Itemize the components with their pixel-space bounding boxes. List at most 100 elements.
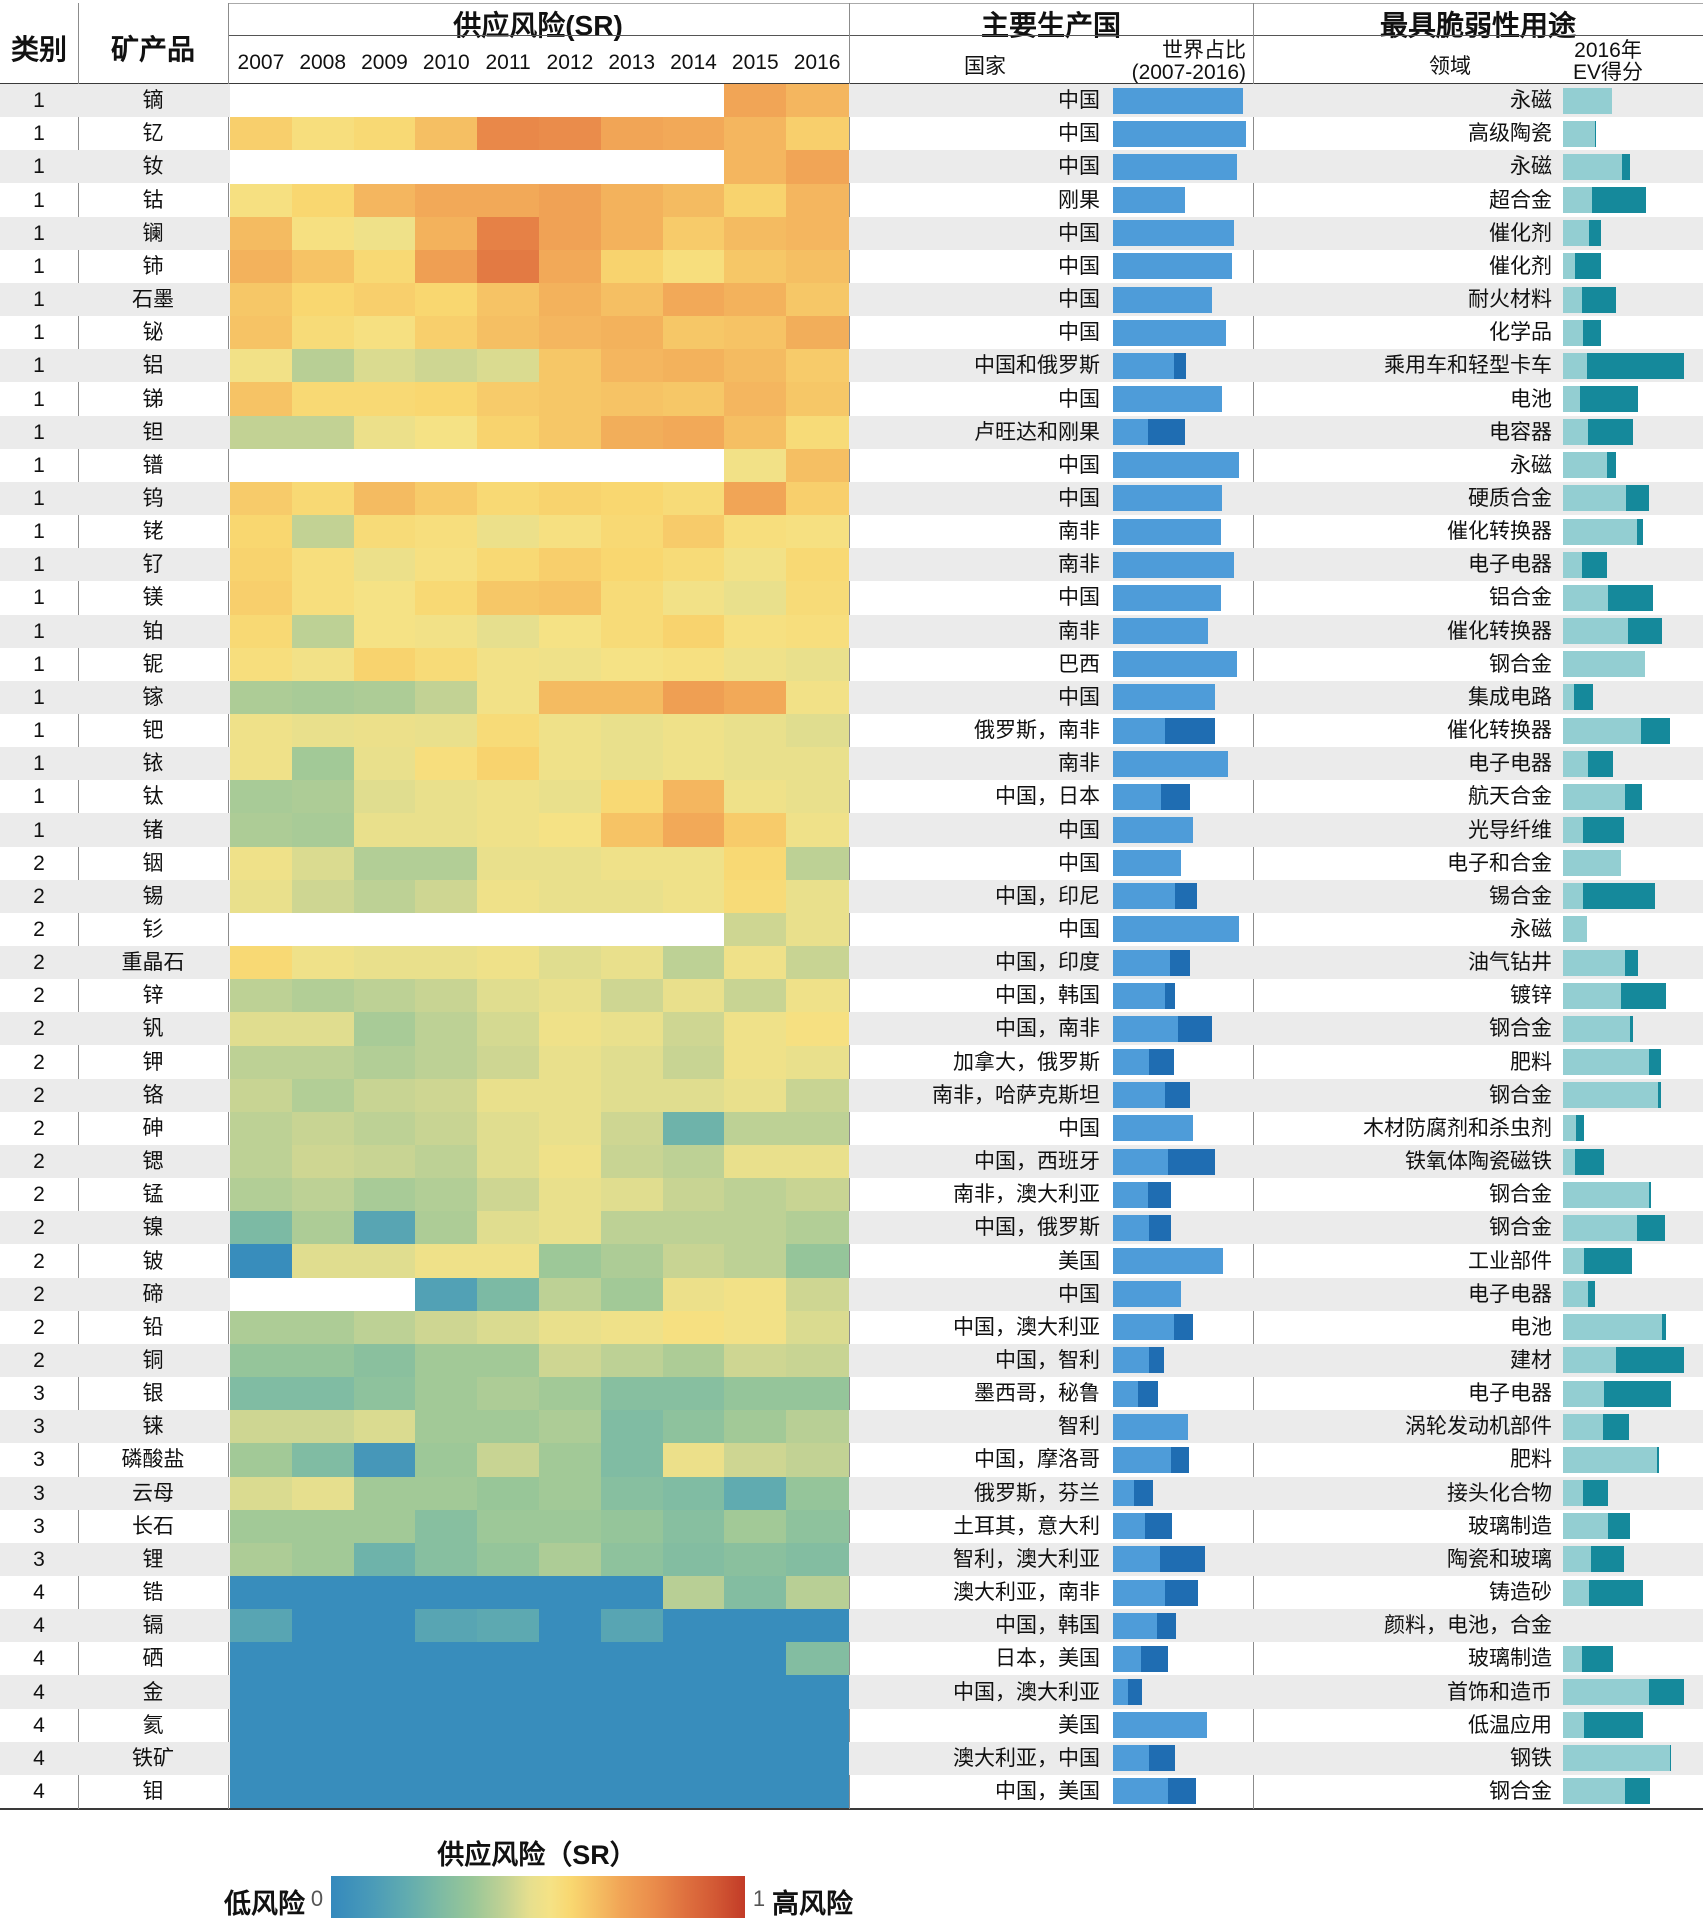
sr-heatmap-cell bbox=[415, 1774, 478, 1809]
ev-score-bar-light bbox=[1563, 1546, 1591, 1573]
world-share-bar-primary bbox=[1113, 1347, 1149, 1374]
sr-heatmap-cell bbox=[662, 1774, 725, 1809]
sr-heatmap-cell bbox=[291, 1178, 355, 1212]
sr-heatmap-cell bbox=[291, 481, 355, 516]
mineral-cell: 铬 bbox=[142, 1083, 164, 1107]
sr-heatmap-cell bbox=[353, 1675, 416, 1709]
sr-heatmap-cell bbox=[724, 183, 787, 218]
use-cell: 超合金 bbox=[1489, 188, 1552, 212]
producer-cell: 中国 bbox=[1058, 321, 1100, 345]
sr-heatmap-cell bbox=[230, 1575, 293, 1610]
sr-heatmap-cell bbox=[662, 1410, 725, 1444]
sr-heatmap-cell bbox=[353, 481, 416, 516]
mineral-cell: 铱 bbox=[142, 752, 164, 776]
sr-heatmap-cell bbox=[786, 1708, 849, 1743]
ev-score-bar-light bbox=[1563, 386, 1581, 412]
sr-heatmap-cell bbox=[539, 581, 602, 615]
sr-heatmap-cell bbox=[477, 183, 540, 218]
category-cell: 1 bbox=[33, 619, 45, 643]
producer-cell: 中国和俄罗斯 bbox=[974, 354, 1100, 378]
sr-heatmap-cell bbox=[724, 1410, 787, 1444]
sub-header-country: 国家 bbox=[964, 55, 1006, 78]
ev-score-bar-dark bbox=[1602, 1413, 1629, 1440]
sr-heatmap-cell bbox=[230, 813, 293, 847]
mineral-cell: 钨 bbox=[142, 486, 164, 510]
world-share-bar-primary bbox=[1113, 783, 1162, 810]
ev-score-bar-dark bbox=[1574, 1148, 1604, 1175]
sr-heatmap-cell bbox=[662, 1377, 725, 1411]
sr-heatmap-cell bbox=[600, 1410, 664, 1444]
sr-heatmap-cell bbox=[291, 979, 355, 1013]
world-share-bar-primary bbox=[1113, 518, 1221, 545]
sr-heatmap-cell bbox=[724, 1542, 787, 1577]
sr-heatmap-cell bbox=[477, 1741, 540, 1776]
world-share-bar-primary bbox=[1113, 750, 1228, 777]
sr-heatmap-cell bbox=[230, 1178, 293, 1212]
sr-heatmap-cell bbox=[415, 316, 478, 350]
sr-heatmap-cell bbox=[353, 680, 416, 715]
ev-score-bar-light bbox=[1563, 1214, 1637, 1241]
category-cell: 1 bbox=[33, 89, 45, 113]
sr-heatmap-cell bbox=[662, 1111, 725, 1146]
sr-heatmap-cell bbox=[477, 614, 540, 649]
world-share-bar-primary bbox=[1113, 120, 1246, 147]
category-cell: 1 bbox=[33, 818, 45, 842]
category-cell: 3 bbox=[33, 1547, 45, 1571]
sr-heatmap-cell bbox=[291, 1609, 355, 1643]
use-cell: 耐火材料 bbox=[1468, 288, 1552, 311]
sr-heatmap-cell bbox=[230, 1708, 293, 1743]
ev-score-bar-light bbox=[1563, 982, 1622, 1009]
sr-heatmap-cell bbox=[662, 647, 725, 682]
category-cell: 3 bbox=[33, 1415, 45, 1439]
sr-heatmap-cell bbox=[230, 1244, 293, 1278]
category-cell: 1 bbox=[33, 122, 45, 146]
sr-heatmap-cell bbox=[477, 1476, 540, 1511]
use-cell: 电子和合金 bbox=[1447, 851, 1552, 875]
category-cell: 1 bbox=[33, 520, 45, 544]
sr-heatmap-cell bbox=[539, 117, 602, 151]
producer-cell: 中国 bbox=[1058, 818, 1100, 842]
world-share-bar-secondary bbox=[1177, 1015, 1213, 1042]
sr-heatmap-cell bbox=[539, 1244, 602, 1278]
world-share-bar-primary bbox=[1113, 352, 1174, 379]
col-header-category: 类别 bbox=[10, 34, 67, 65]
top-border-line bbox=[228, 3, 1703, 4]
sr-heatmap-cell bbox=[415, 1609, 478, 1643]
world-share-bar-primary bbox=[1113, 584, 1221, 611]
ev-score-bar-dark bbox=[1607, 1513, 1631, 1540]
sr-heatmap-cell bbox=[230, 448, 293, 483]
panel-title-supply-risk: 供应风险(SR) bbox=[453, 10, 623, 41]
sr-heatmap-cell bbox=[230, 316, 293, 350]
sr-heatmap-cell bbox=[539, 1012, 602, 1046]
sr-heatmap-cell bbox=[230, 581, 293, 615]
mineral-cell: 钇 bbox=[142, 122, 164, 146]
mineral-cell: 钴 bbox=[142, 188, 164, 212]
ev-score-bar-light bbox=[1563, 87, 1612, 114]
mineral-cell: 硒 bbox=[142, 1647, 164, 1671]
ev-score-bar-dark bbox=[1603, 1380, 1672, 1407]
ev-score-bar-light bbox=[1563, 1347, 1616, 1374]
producer-cell: 中国 bbox=[1058, 1116, 1100, 1140]
mineral-cell: 重晶石 bbox=[121, 951, 185, 975]
sr-heatmap-cell bbox=[600, 1609, 664, 1643]
sr-heatmap-cell bbox=[291, 912, 355, 947]
sr-heatmap-cell bbox=[230, 1045, 293, 1080]
sr-heatmap-cell bbox=[353, 249, 416, 284]
ev-score-bar-light bbox=[1563, 1679, 1649, 1705]
year-axis: 2007 2008 2009 2010 2011 2012 2013 2014 2015 2016 bbox=[0, 52, 1703, 78]
sr-heatmap-cell bbox=[477, 979, 540, 1013]
sr-heatmap-cell bbox=[662, 1443, 725, 1477]
sr-heatmap-cell bbox=[291, 1045, 355, 1080]
sr-heatmap-cell bbox=[662, 581, 725, 615]
sr-heatmap-cell bbox=[291, 1310, 355, 1345]
category-cell: 1 bbox=[33, 785, 45, 809]
category-cell: 1 bbox=[33, 752, 45, 776]
ev-score-bar-dark bbox=[1586, 352, 1685, 379]
world-share-bar-primary bbox=[1113, 850, 1181, 877]
sr-heatmap-cell bbox=[477, 1178, 540, 1212]
use-cell: 化学品 bbox=[1489, 321, 1552, 345]
ev-score-bar-dark bbox=[1648, 1181, 1652, 1208]
ev-score-bar-light bbox=[1563, 1645, 1582, 1672]
sr-heatmap-cell bbox=[415, 747, 478, 781]
category-cell: 2 bbox=[33, 984, 45, 1008]
